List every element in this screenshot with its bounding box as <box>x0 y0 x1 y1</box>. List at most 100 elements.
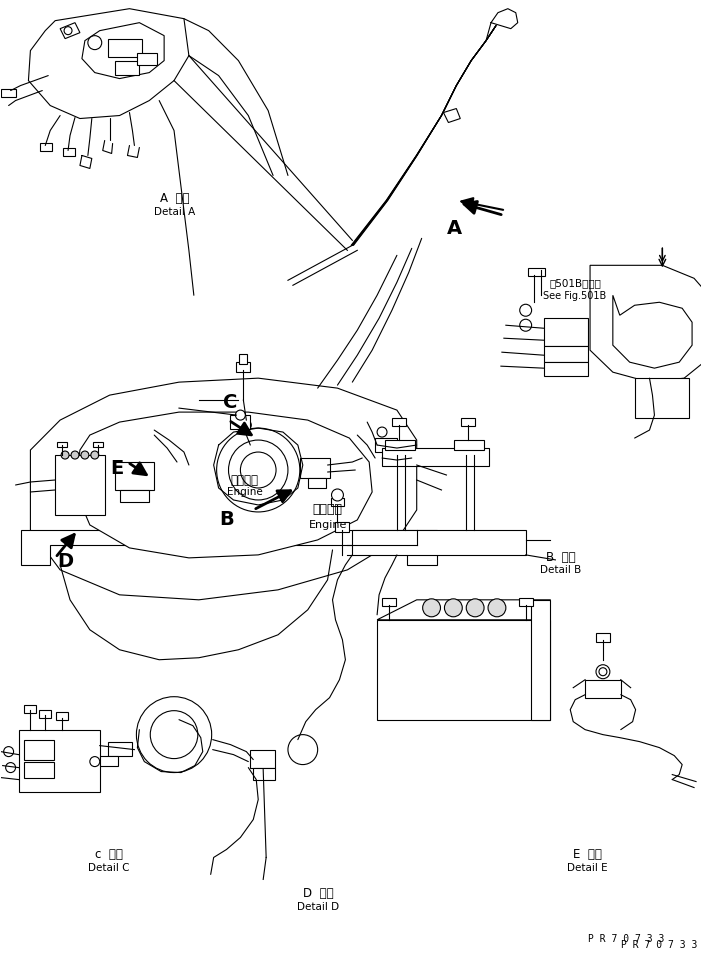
Circle shape <box>332 489 344 501</box>
Text: B: B <box>219 510 234 529</box>
Polygon shape <box>75 412 372 558</box>
Polygon shape <box>531 599 551 719</box>
Bar <box>352 530 526 555</box>
Circle shape <box>423 598 440 617</box>
Circle shape <box>151 711 198 759</box>
Text: Detail C: Detail C <box>88 863 130 874</box>
Bar <box>230 415 250 429</box>
Text: Detail E: Detail E <box>567 863 608 874</box>
Circle shape <box>90 451 99 459</box>
Polygon shape <box>590 266 707 382</box>
Text: C: C <box>223 392 238 411</box>
Bar <box>250 750 275 767</box>
Polygon shape <box>377 599 551 620</box>
Bar <box>100 756 117 765</box>
Text: E  詳細: E 詳細 <box>573 849 602 861</box>
Circle shape <box>488 598 506 617</box>
Text: Engine: Engine <box>226 487 262 497</box>
Bar <box>455 440 484 450</box>
Polygon shape <box>82 23 164 79</box>
Bar <box>57 442 67 447</box>
Bar <box>137 53 157 64</box>
Bar <box>585 680 621 698</box>
Bar <box>25 761 54 778</box>
Circle shape <box>288 735 317 764</box>
Polygon shape <box>21 530 436 565</box>
Text: E: E <box>110 458 123 478</box>
Circle shape <box>377 427 387 437</box>
Text: Detail D: Detail D <box>297 901 339 912</box>
Bar <box>25 739 54 760</box>
Text: 第501B図参照: 第501B図参照 <box>549 278 601 289</box>
Circle shape <box>466 598 484 617</box>
Bar <box>107 38 142 57</box>
Circle shape <box>6 762 16 773</box>
Bar <box>115 462 154 490</box>
Text: P R 7 0 7 3 3: P R 7 0 7 3 3 <box>588 934 665 945</box>
Bar <box>93 442 103 447</box>
Text: P R 7 0 7 3 3: P R 7 0 7 3 3 <box>621 940 697 950</box>
Text: D: D <box>57 552 73 572</box>
Bar <box>63 149 75 156</box>
Bar <box>596 633 610 642</box>
Bar <box>544 363 588 376</box>
Circle shape <box>520 319 532 331</box>
Text: A  詳細: A 詳細 <box>160 193 189 205</box>
Bar <box>253 767 275 780</box>
Circle shape <box>445 598 462 617</box>
Bar <box>331 498 344 506</box>
Circle shape <box>81 451 89 459</box>
Circle shape <box>240 452 276 488</box>
Circle shape <box>61 451 69 459</box>
Bar <box>392 418 406 426</box>
Bar <box>115 60 139 75</box>
Circle shape <box>596 665 610 679</box>
Bar <box>382 597 396 606</box>
Circle shape <box>599 667 607 676</box>
Bar <box>385 440 415 450</box>
Text: D  詳細: D 詳細 <box>303 887 333 900</box>
Text: Detail B: Detail B <box>540 566 582 575</box>
Text: A: A <box>447 219 462 238</box>
Bar <box>56 712 68 719</box>
Bar <box>527 269 546 276</box>
Polygon shape <box>443 108 460 123</box>
Bar <box>300 458 329 478</box>
Circle shape <box>216 428 300 512</box>
Circle shape <box>136 696 211 773</box>
Text: B  詳細: B 詳細 <box>546 550 575 564</box>
Polygon shape <box>28 9 189 119</box>
Bar <box>119 490 149 502</box>
Polygon shape <box>613 295 692 368</box>
Polygon shape <box>30 378 416 599</box>
Text: See Fig.501B: See Fig.501B <box>543 291 607 300</box>
Circle shape <box>88 35 102 50</box>
Bar <box>519 597 532 606</box>
Bar <box>308 478 326 488</box>
Bar <box>544 318 588 346</box>
Bar <box>336 522 349 532</box>
Circle shape <box>241 420 251 430</box>
Bar <box>461 418 475 426</box>
Text: c  詳細: c 詳細 <box>95 849 123 861</box>
Bar <box>382 448 489 466</box>
Bar <box>40 144 52 152</box>
Text: エンジン: エンジン <box>230 474 258 487</box>
Circle shape <box>71 451 79 459</box>
Text: Detail A: Detail A <box>153 207 195 218</box>
Text: エンジン: エンジン <box>312 503 343 517</box>
Circle shape <box>90 757 100 766</box>
Bar <box>25 705 36 713</box>
Polygon shape <box>55 455 105 515</box>
Circle shape <box>520 304 532 316</box>
Bar <box>1 88 16 97</box>
Bar <box>18 730 100 791</box>
Bar <box>544 346 588 363</box>
Bar <box>375 438 397 452</box>
Polygon shape <box>60 23 80 38</box>
Bar <box>377 620 551 719</box>
Bar <box>240 354 247 364</box>
Text: Engine: Engine <box>308 520 346 530</box>
Circle shape <box>235 410 245 420</box>
Bar <box>107 741 132 756</box>
